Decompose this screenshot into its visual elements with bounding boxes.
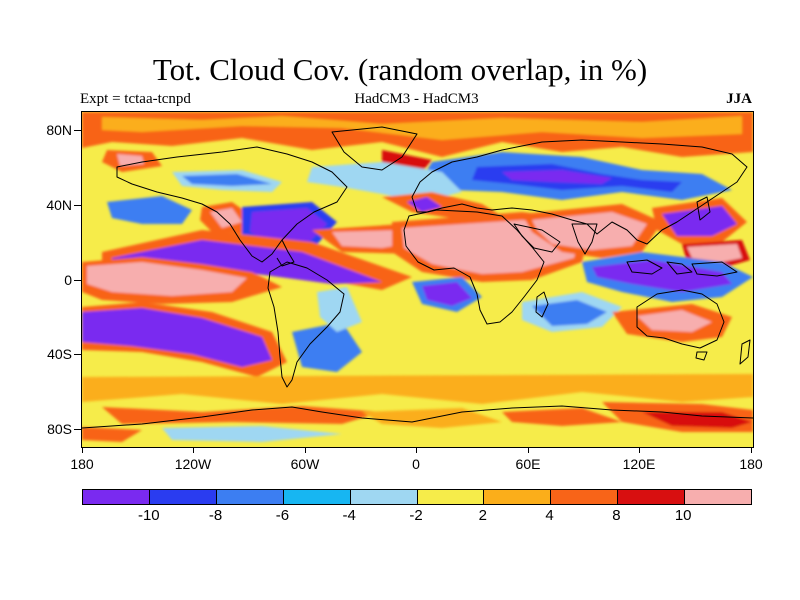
lon-tick-180e	[751, 447, 752, 453]
lat-label-40s: 40S	[47, 346, 72, 362]
lon-label-120w: 120W	[174, 456, 212, 472]
lon-label-60w: 60W	[290, 456, 320, 472]
lon-tick-60w	[305, 447, 306, 453]
colorbar-label: 8	[612, 507, 621, 524]
lon-tick-120e	[639, 447, 640, 453]
lat-label-80n: 80N	[46, 122, 72, 138]
lon-label-120e: 120E	[622, 456, 656, 472]
lon-tick-120w	[193, 447, 194, 453]
colorbar	[82, 489, 752, 505]
colorbar-label: -6	[275, 507, 290, 524]
colorbar-label: -4	[342, 507, 356, 524]
lon-label-180w: 180	[70, 456, 94, 472]
lat-label-40n: 40N	[46, 197, 72, 213]
lat-tick-0	[74, 280, 82, 281]
lat-tick-40n	[74, 205, 82, 206]
colorbar-label: -8	[208, 507, 223, 524]
lat-tick-80n	[74, 130, 82, 131]
colorbar-swatch	[417, 490, 485, 504]
cloud-cover-map	[82, 112, 753, 447]
lon-label-0: 0	[412, 456, 420, 472]
plot-title: Tot. Cloud Cov. (random overlap, in %)	[152, 52, 648, 87]
model-label: HadCM3 - HadCM3	[354, 91, 479, 107]
experiment-label: Expt = tctaa-tcnpd	[80, 91, 191, 107]
colorbar-swatch	[350, 490, 418, 504]
colorbar-swatch	[83, 490, 150, 504]
map-plot-area	[81, 111, 754, 448]
colorbar-swatch	[283, 490, 351, 504]
colorbar-swatch	[551, 490, 619, 504]
cloud-anomaly-fields	[82, 112, 753, 442]
colorbar-label: 2	[478, 507, 487, 524]
lat-tick-40s	[74, 354, 82, 355]
colorbar-label: -10	[137, 507, 160, 524]
lat-label-80s: 80S	[47, 421, 72, 437]
season-label: JJA	[726, 91, 752, 107]
lat-label-0: 0	[64, 272, 72, 288]
lon-label-180e: 180	[739, 456, 763, 472]
lon-tick-0	[416, 447, 417, 453]
colorbar-swatch	[149, 490, 217, 504]
lon-tick-60e	[528, 447, 529, 453]
colorbar-label: 4	[545, 507, 554, 524]
lon-label-60e: 60E	[515, 456, 541, 472]
colorbar-label: -2	[409, 507, 423, 524]
colorbar-swatch	[484, 490, 552, 504]
colorbar-swatch	[216, 490, 284, 504]
lat-tick-80s	[74, 429, 82, 430]
colorbar-swatch	[618, 490, 686, 504]
colorbar-swatch	[685, 490, 752, 504]
lon-tick-180w	[82, 447, 83, 453]
coastlines	[82, 126, 753, 429]
colorbar-label: 10	[674, 507, 692, 524]
